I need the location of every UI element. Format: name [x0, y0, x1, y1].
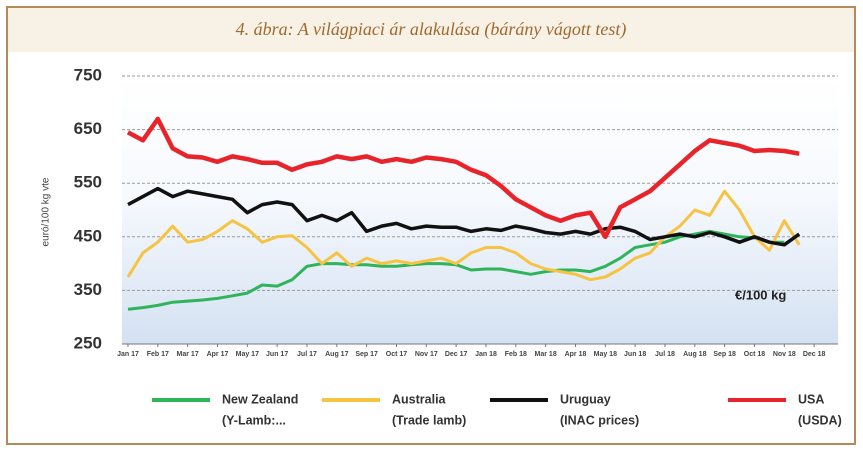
legend-sublabel: (Trade lamb)	[392, 413, 466, 427]
x-tick-label: May 18	[594, 351, 617, 358]
legend-sublabel: (INAC prices)	[560, 413, 639, 427]
legend-label: USA	[798, 392, 824, 406]
x-tick-label: Jan 17	[117, 351, 139, 358]
plot-area	[122, 76, 838, 344]
x-tick-label: May 17	[236, 351, 259, 358]
title-band	[8, 8, 854, 52]
legend-sublabel: (USDA)	[798, 413, 842, 427]
x-tick-label: Jun 18	[624, 351, 646, 358]
x-tick-label: Nov 17	[415, 351, 438, 358]
x-tick-label: Jul 18	[655, 351, 675, 358]
annotation: €/100 kg	[735, 287, 786, 302]
y-axis-label: euró/100 kg vte	[41, 177, 52, 246]
series-line	[126, 189, 801, 282]
x-tick-label: Feb 18	[505, 351, 527, 358]
x-tick-label: Sep 17	[355, 351, 378, 358]
chart-title: 4. ábra: A világpiaci ár alakulása (bárá…	[236, 19, 627, 40]
x-tick-label: Oct 18	[744, 351, 766, 358]
x-tick-label: Apr 18	[565, 351, 587, 358]
y-tick-label: 450	[74, 226, 102, 245]
series-line	[127, 186, 801, 247]
x-tick-label: Nov 18	[773, 351, 796, 358]
x-tick-label: Mar 17	[177, 351, 199, 358]
x-tick-label: Aug 17	[325, 351, 348, 358]
y-tick-label: 650	[74, 119, 102, 138]
x-tick-label: Dec 18	[803, 351, 826, 358]
y-tick-label: 250	[74, 333, 102, 352]
series-line	[126, 116, 800, 240]
y-tick-label: 550	[74, 173, 102, 192]
x-tick-label: Aug 18	[683, 351, 706, 358]
y-tick-label: 350	[74, 280, 102, 299]
x-tick-label: Feb 17	[147, 351, 169, 358]
x-tick-label: Jun 17	[266, 351, 288, 358]
x-tick-label: Jan 18	[475, 351, 497, 358]
legend-sublabel: (Y-Lamb:...	[222, 413, 286, 427]
x-tick-label: Jul 17	[297, 351, 317, 358]
x-tick-label: Mar 18	[535, 351, 557, 358]
x-tick-label: Sep 18	[713, 351, 736, 358]
legend-label: New Zealand	[222, 392, 298, 406]
y-tick-label: 750	[74, 65, 102, 84]
x-tick-label: Oct 17	[386, 351, 408, 358]
legend-label: Australia	[392, 392, 447, 406]
x-tick-label: Apr 17	[207, 351, 229, 358]
x-tick-label: Dec 17	[445, 351, 468, 358]
legend-label: Uruguay	[560, 392, 611, 406]
